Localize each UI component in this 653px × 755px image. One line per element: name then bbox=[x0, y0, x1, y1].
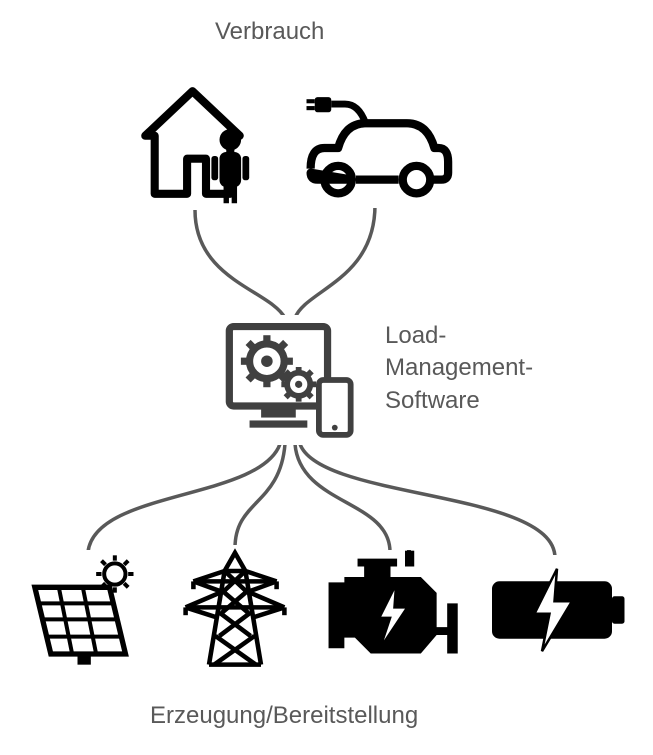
software-gears-icon bbox=[215, 315, 365, 445]
connector-pylon bbox=[235, 444, 285, 548]
pylon-icon bbox=[170, 545, 300, 675]
connector-battery bbox=[300, 444, 555, 558]
label-bottom: Erzeugung/Bereitstellung bbox=[150, 702, 418, 730]
connector-engine bbox=[295, 444, 390, 552]
engine-icon bbox=[318, 550, 463, 670]
label-center: Load- Management- Software bbox=[385, 320, 533, 417]
label-top: Verbrauch bbox=[215, 18, 324, 46]
house-person-icon bbox=[115, 75, 270, 210]
connector-solar bbox=[88, 444, 280, 552]
battery-bolt-icon bbox=[482, 555, 632, 665]
ev-car-icon bbox=[290, 88, 455, 208]
connector-car bbox=[295, 205, 375, 318]
connector-house bbox=[195, 210, 285, 318]
solar-panel-icon bbox=[18, 550, 153, 670]
